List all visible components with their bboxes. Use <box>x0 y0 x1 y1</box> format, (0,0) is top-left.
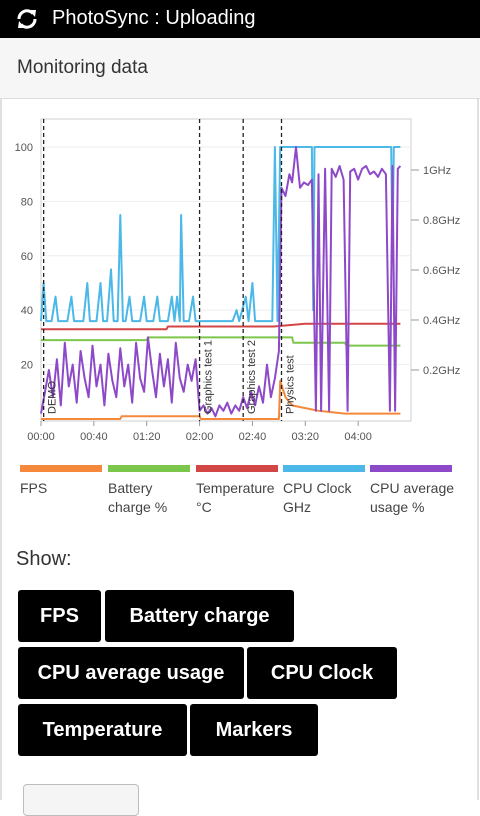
title-bar: PhotoSync : Uploading <box>0 0 480 38</box>
x-tick-label: 02:40 <box>239 431 267 443</box>
legend-swatch-temperature <box>196 465 278 472</box>
y-tick-label-right: 0.2GHz <box>423 365 460 377</box>
cpu-average-usage-toggle-button[interactable]: CPU average usage <box>18 647 244 699</box>
legend-item-fps: FPS <box>20 465 106 498</box>
page-title: Monitoring data <box>17 57 148 78</box>
series-line-cpu-clock-ghz <box>40 146 401 323</box>
series-line-cpu-average-usage <box>40 146 402 418</box>
x-tick-label: 04:00 <box>344 431 372 443</box>
x-tick-label: 00:40 <box>80 431 108 443</box>
y-tick-label-right: 0.4GHz <box>423 315 460 327</box>
app-title: PhotoSync : Uploading <box>52 7 256 29</box>
legend-label-battery: Battery charge % <box>108 480 168 515</box>
legend-item-cpu-usage: CPU average usage % <box>370 465 456 517</box>
legend-label-temperature: Temperature °C <box>196 480 275 515</box>
legend-swatch-cpu-usage <box>370 465 452 472</box>
series-line-temperature-c <box>41 322 401 331</box>
y-tick-label-left: 80 <box>21 196 33 208</box>
cpu-clock-toggle-button[interactable]: CPU Clock <box>247 647 397 699</box>
marker-label: Graphics test 2 <box>246 340 258 414</box>
legend-label-fps: FPS <box>20 480 48 496</box>
sync-icon <box>17 9 37 29</box>
legend-swatch-fps <box>20 465 102 472</box>
series-line-fps <box>41 379 401 420</box>
legend-item-cpu-clock: CPU Clock GHz <box>283 465 369 517</box>
fps-toggle-button[interactable]: FPS <box>18 590 101 642</box>
x-tick-label: 01:20 <box>133 431 161 443</box>
right-border <box>477 99 479 800</box>
legend-item-battery: Battery charge % <box>108 465 194 517</box>
partial-button[interactable] <box>23 784 139 816</box>
battery-charge-toggle-button[interactable]: Battery charge <box>105 590 294 642</box>
x-tick-label: 03:20 <box>292 431 320 443</box>
y-tick-label-right: 0.8GHz <box>423 215 460 227</box>
left-border <box>0 99 2 800</box>
show-label: Show: <box>16 548 72 570</box>
legend-label-cpu-clock: CPU Clock GHz <box>283 480 352 515</box>
marker-label: Physics test <box>285 355 297 414</box>
marker-label: DEMO <box>47 381 59 414</box>
monitoring-chart: 100 80 60 40 20 1GHz 0.8GHz 0.6GHz 0.4GHz 0.2GHz 0… <box>15 118 460 443</box>
legend-label-cpu-usage: CPU average usage % <box>370 480 455 515</box>
chart-legend: FPS Battery charge % Temperature °C CPU … <box>20 465 470 525</box>
x-tick-label: 02:00 <box>186 431 214 443</box>
temperature-toggle-button[interactable]: Temperature <box>18 704 187 756</box>
page-header: Monitoring data <box>0 38 480 99</box>
legend-item-temperature: Temperature °C <box>196 465 282 517</box>
y-tick-label-left: 20 <box>21 360 33 372</box>
legend-swatch-cpu-clock <box>283 465 365 472</box>
y-tick-label-left: 60 <box>21 251 33 263</box>
plot-frame <box>40 118 412 422</box>
y-tick-label-right: 1GHz <box>423 165 451 177</box>
markers-toggle-button[interactable]: Markers <box>190 704 318 756</box>
y-tick-label-right: 0.6GHz <box>423 265 460 277</box>
marker-label: Graphics test 1 <box>203 340 215 414</box>
legend-swatch-battery <box>108 465 190 472</box>
y-tick-label-left: 100 <box>15 142 33 154</box>
y-tick-label-left: 40 <box>21 305 33 317</box>
x-tick-label: 00:00 <box>27 431 55 443</box>
